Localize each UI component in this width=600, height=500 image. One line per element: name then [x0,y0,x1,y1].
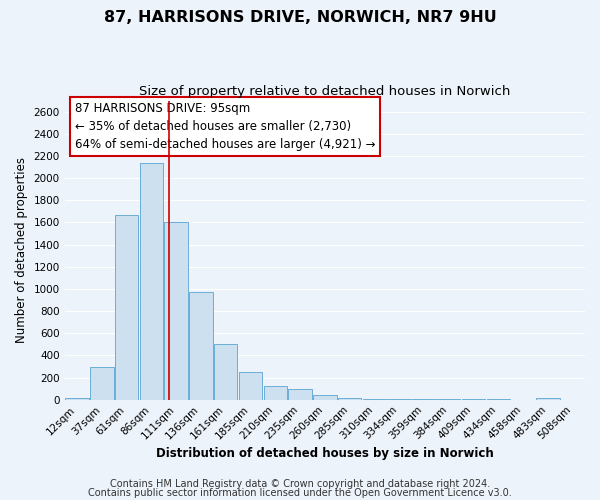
Bar [140,162,163,400]
Text: Contains HM Land Registry data © Crown copyright and database right 2024.: Contains HM Land Registry data © Crown c… [110,479,490,489]
Bar [362,398,386,400]
Bar [388,398,411,400]
Y-axis label: Number of detached properties: Number of detached properties [15,157,28,343]
Bar [487,399,510,400]
Bar [263,386,287,400]
Bar [338,398,361,400]
Bar [288,388,312,400]
Bar [164,222,188,400]
Bar [65,398,89,400]
Text: Contains public sector information licensed under the Open Government Licence v3: Contains public sector information licen… [88,488,512,498]
Text: 87 HARRISONS DRIVE: 95sqm
← 35% of detached houses are smaller (2,730)
64% of se: 87 HARRISONS DRIVE: 95sqm ← 35% of detac… [75,102,376,151]
Bar [189,292,213,400]
Bar [412,398,436,400]
Bar [239,372,262,400]
Bar [115,214,139,400]
Bar [437,398,460,400]
Text: 87, HARRISONS DRIVE, NORWICH, NR7 9HU: 87, HARRISONS DRIVE, NORWICH, NR7 9HU [104,10,496,25]
X-axis label: Distribution of detached houses by size in Norwich: Distribution of detached houses by size … [156,447,494,460]
Bar [214,344,238,400]
Bar [462,399,485,400]
Bar [536,398,560,400]
Title: Size of property relative to detached houses in Norwich: Size of property relative to detached ho… [139,85,511,98]
Bar [313,396,337,400]
Bar [90,367,113,400]
